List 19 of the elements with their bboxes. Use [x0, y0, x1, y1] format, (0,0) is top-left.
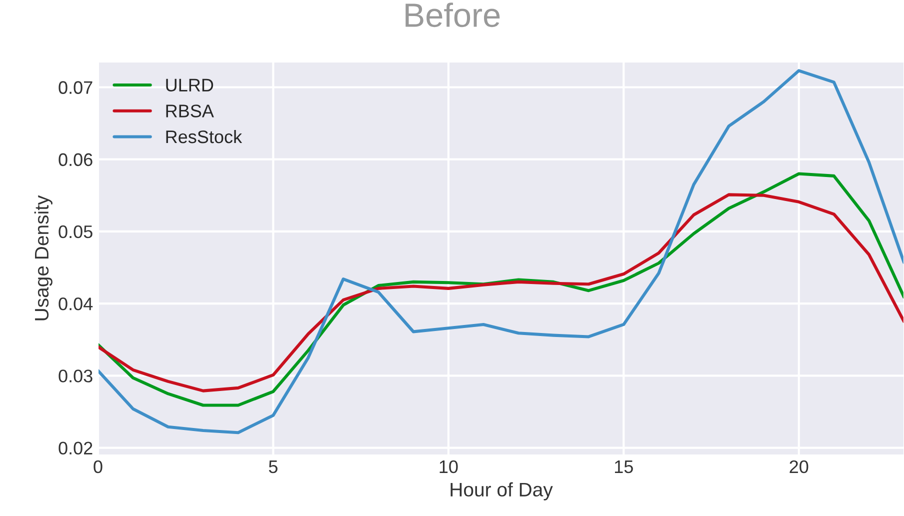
x-tick-label: 20	[790, 460, 808, 474]
line-series	[98, 69, 904, 434]
legend-label: ULRD	[166, 78, 214, 92]
y-tick-label: 0.04	[58, 298, 93, 310]
x-tick-label: 15	[614, 460, 633, 474]
y-tick-label: 0.05	[58, 225, 92, 238]
x-tick-label: 5	[268, 460, 278, 474]
y-tick-label: 0.02	[58, 442, 92, 455]
y-axis-title: Usage Density	[34, 195, 52, 320]
y-tick-label: 0.07	[58, 81, 92, 94]
legend-label: RBSA	[166, 104, 214, 118]
y-tick-label: 0.03	[58, 370, 92, 382]
x-tick-label: 10	[440, 460, 458, 474]
line-series	[98, 193, 904, 392]
chart-title: Before	[406, 2, 500, 28]
x-tick-label: 0	[94, 460, 102, 474]
x-axis-title: Hour of Day	[450, 482, 553, 500]
y-tick-label: 0.06	[58, 153, 92, 166]
legend-label: ResStock	[166, 130, 242, 144]
